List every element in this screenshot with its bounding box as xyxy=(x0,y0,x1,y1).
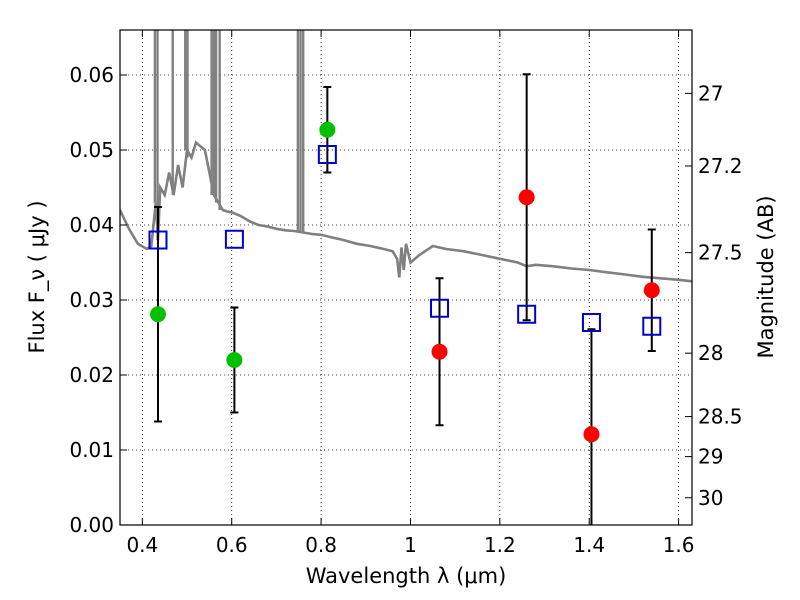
model-point xyxy=(430,298,450,318)
model-point xyxy=(224,229,244,249)
data-point xyxy=(583,426,600,443)
x-tick-label: 0.4 xyxy=(126,533,158,557)
x-tick-label: 1.6 xyxy=(663,533,695,557)
model-point xyxy=(148,230,168,250)
model-point xyxy=(317,145,337,164)
right-tick-label: 27.5 xyxy=(698,241,743,265)
y-tick-label: 0.04 xyxy=(69,213,114,237)
right-tick-label: 30 xyxy=(698,486,723,510)
model-point xyxy=(517,304,537,324)
x-tick-label: 1.2 xyxy=(484,533,516,557)
y-tick-label: 0.00 xyxy=(69,513,114,537)
data-point xyxy=(643,282,660,299)
right-tick-label: 29 xyxy=(698,445,723,469)
x-tick-label: 0.6 xyxy=(216,533,248,557)
model-point xyxy=(642,316,662,336)
y-tick-label: 0.05 xyxy=(69,138,114,162)
right-tick-label: 27.2 xyxy=(698,154,743,178)
y-tick-label: 0.01 xyxy=(69,438,114,462)
data-point xyxy=(518,189,535,206)
y-tick-label: 0.02 xyxy=(69,363,114,387)
x-tick-label: 1.4 xyxy=(573,533,605,557)
plot-frame xyxy=(119,29,693,526)
y-tick-label: 0.03 xyxy=(69,288,114,312)
tick-labels: 0.4 0.6 0.8 1 1.2 1.4 1.6 0.00 0.01 0.02 0.03 0.04 0… xyxy=(69,63,742,557)
axis-ticks xyxy=(120,30,692,526)
data-point xyxy=(149,306,166,323)
x-tick-label: 1 xyxy=(404,533,417,557)
data-point xyxy=(226,352,243,368)
grid xyxy=(120,30,692,526)
model-spectrum xyxy=(120,30,692,283)
data-point xyxy=(431,343,448,360)
data-point xyxy=(319,121,336,138)
x-axis-title: Wavelength λ (μm) xyxy=(306,564,507,588)
spectrum-continuum xyxy=(120,140,692,283)
x-tick-label: 0.8 xyxy=(305,533,337,557)
data-markers xyxy=(148,121,662,443)
right-axis-title: Magnitude (AB) xyxy=(754,195,778,358)
right-tick-label: 28 xyxy=(698,341,723,365)
y-tick-label: 0.06 xyxy=(69,63,114,87)
right-tick-label: 27 xyxy=(698,81,723,105)
right-tick-label: 28.5 xyxy=(698,405,743,429)
y-axis-title: Flux F_ν ( μJy ) xyxy=(25,200,50,353)
model-point xyxy=(581,313,601,332)
